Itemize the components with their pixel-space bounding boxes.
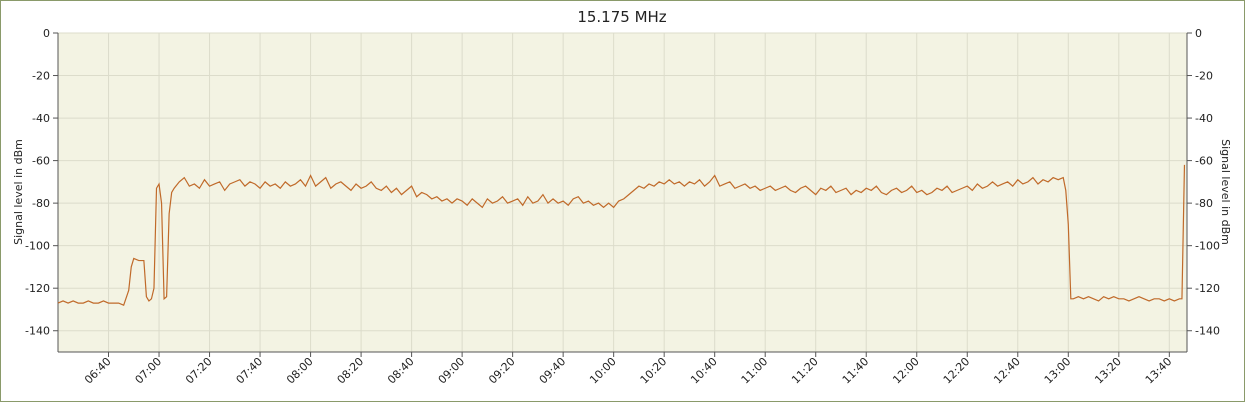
y-tick-label: -80 bbox=[32, 197, 50, 210]
y2-tick-label: -140 bbox=[1195, 325, 1220, 338]
y2-tick-label: 0 bbox=[1195, 27, 1202, 40]
y2-tick-label: -120 bbox=[1195, 282, 1220, 295]
y-tick-label: -100 bbox=[25, 240, 50, 253]
y-tick-label: -60 bbox=[32, 155, 50, 168]
y-tick-label: -120 bbox=[25, 282, 50, 295]
y2-axis-label: Signal level in dBm bbox=[1219, 139, 1232, 245]
y2-tick-label: -100 bbox=[1195, 240, 1220, 253]
y2-tick-label: -60 bbox=[1195, 155, 1213, 168]
chart-title: 15.175 MHz bbox=[577, 8, 666, 26]
y-tick-label: -20 bbox=[32, 70, 50, 83]
y2-tick-label: -20 bbox=[1195, 70, 1213, 83]
y-tick-label: -40 bbox=[32, 112, 50, 125]
y2-tick-label: -80 bbox=[1195, 197, 1213, 210]
y-tick-label: 0 bbox=[43, 27, 50, 40]
y-tick-label: -140 bbox=[25, 325, 50, 338]
plot-area bbox=[58, 33, 1187, 352]
y-axis-label: Signal level in dBm bbox=[12, 139, 25, 245]
y2-tick-label: -40 bbox=[1195, 112, 1213, 125]
data-line bbox=[57, 164, 1186, 307]
